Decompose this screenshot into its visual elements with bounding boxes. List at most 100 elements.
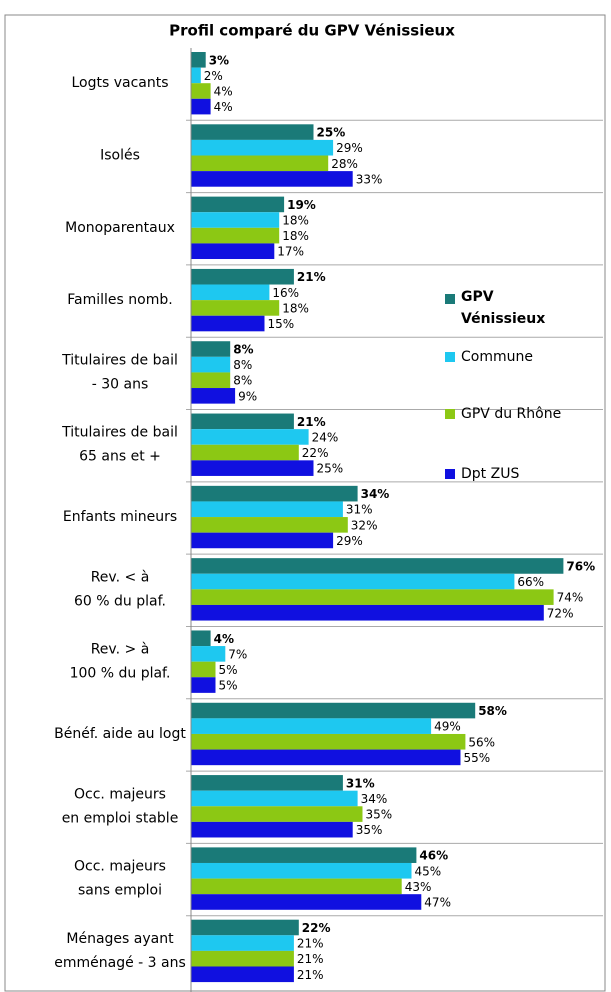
bar	[191, 532, 334, 549]
label-line: Enfants mineurs	[63, 509, 177, 525]
value-label: 58%	[478, 704, 507, 718]
label-line: Occ. majeurs	[74, 786, 166, 802]
label-line: Rev. > à	[91, 642, 150, 658]
label: Familles nomb.	[67, 292, 172, 308]
bar	[191, 227, 280, 244]
label-line: Dpt ZUS	[461, 466, 519, 482]
value-label: 7%	[228, 647, 247, 661]
label-line: GPV du Rhône	[461, 406, 561, 422]
value-label: 55%	[464, 751, 491, 765]
value-label: 47%	[424, 895, 451, 909]
label-line: Vénissieux	[461, 311, 545, 327]
value-label: 29%	[336, 534, 363, 548]
label: Ménages ayant emménagé - 3 ans	[54, 931, 186, 971]
bar	[191, 212, 280, 228]
label-line: Occ. majeurs	[74, 859, 166, 875]
legend-swatch	[445, 352, 455, 362]
label: Commune	[461, 349, 533, 365]
label: Monoparentaux	[65, 220, 175, 236]
label-line: Familles nomb.	[67, 292, 172, 308]
label-line: Monoparentaux	[65, 220, 175, 236]
value-label: 35%	[356, 823, 383, 837]
value-label: 2%	[204, 69, 223, 83]
value-label: 24%	[312, 430, 339, 444]
label: Rev. > à 100 % du plaf.	[70, 642, 171, 682]
bar	[191, 821, 353, 838]
bar	[191, 847, 417, 863]
label: GPV du Rhône	[461, 406, 561, 422]
value-label: 22%	[302, 921, 331, 935]
value-label: 34%	[361, 792, 388, 806]
bar	[191, 429, 309, 445]
bar	[191, 444, 299, 461]
bar	[191, 413, 294, 430]
bar	[191, 878, 402, 895]
bar	[191, 919, 299, 936]
bar	[191, 894, 422, 910]
bar	[191, 966, 294, 983]
bar	[191, 661, 216, 678]
label-line: Logts vacants	[71, 75, 168, 91]
bar	[191, 139, 334, 156]
bar	[191, 356, 231, 373]
bar	[191, 862, 412, 879]
label-line: - 30 ans	[92, 376, 149, 392]
bar	[191, 790, 358, 807]
bar	[191, 98, 211, 115]
label-line: GPV	[461, 289, 494, 305]
label-line: 65 ans et +	[79, 449, 161, 465]
label-line: 60 % du plaf.	[74, 593, 166, 609]
value-label: 28%	[331, 157, 358, 171]
value-label: 8%	[233, 343, 253, 357]
value-label: 4%	[214, 100, 233, 114]
bar	[191, 501, 343, 518]
label: Bénéf. aide au logt	[54, 726, 186, 742]
bar	[191, 589, 554, 605]
bar	[191, 718, 432, 734]
legend-swatch	[445, 409, 455, 419]
value-label: 45%	[415, 864, 442, 878]
value-label: 31%	[346, 503, 373, 517]
value-label: 74%	[557, 591, 584, 605]
bar	[191, 460, 314, 476]
legend-swatch	[445, 294, 455, 304]
bar	[191, 124, 314, 140]
label: Occ. majeurs en emploi stable	[62, 786, 179, 826]
value-label: 18%	[282, 214, 309, 228]
chart-title: Profil comparé du GPV Vénissieux	[169, 22, 455, 40]
bar	[191, 702, 476, 719]
label-line: Commune	[461, 349, 533, 365]
value-label: 25%	[317, 126, 346, 140]
bar	[191, 300, 280, 316]
bar	[191, 517, 348, 533]
label-line: Bénéf. aide au logt	[54, 726, 186, 742]
label-line: Ménages ayant	[66, 931, 174, 947]
bar	[191, 950, 294, 967]
label-line: Titulaires de bail	[61, 352, 178, 368]
bar	[191, 733, 466, 750]
value-label: 8%	[233, 358, 252, 372]
value-label: 22%	[302, 446, 329, 460]
value-label: 3%	[209, 53, 229, 67]
value-label: 29%	[336, 141, 363, 155]
label: Titulaires de bail - 30 ans	[61, 352, 178, 392]
value-label: 21%	[297, 415, 326, 429]
bar	[191, 268, 294, 285]
bar	[191, 67, 201, 84]
value-label: 4%	[214, 85, 233, 99]
bar	[191, 485, 358, 502]
value-label: 43%	[405, 880, 432, 894]
value-label: 8%	[233, 374, 252, 388]
bar	[191, 155, 329, 172]
label-line: en emploi stable	[62, 810, 179, 826]
label: Enfants mineurs	[63, 509, 177, 525]
label-line: Isolés	[100, 148, 140, 164]
label: GPV Vénissieux	[461, 289, 545, 327]
value-label: 21%	[297, 968, 324, 982]
value-label: 21%	[297, 937, 324, 951]
label: Isolés	[100, 148, 140, 164]
value-label: 76%	[566, 559, 595, 573]
bar	[191, 646, 226, 662]
value-label: 32%	[351, 518, 378, 532]
